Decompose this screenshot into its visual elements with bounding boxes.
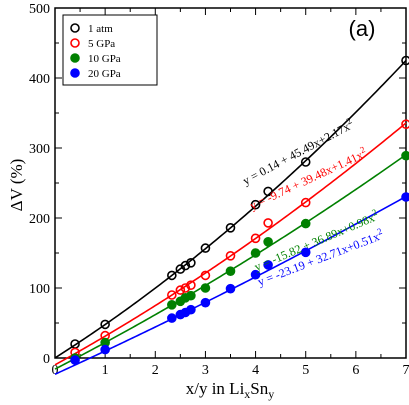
legend-marker [70,53,80,63]
legend-marker [70,68,80,78]
x-tick-label: 7 [403,363,409,378]
data-point [200,270,211,281]
y-axis-label: ΔV (%) [7,159,26,212]
x-axis-label: x/y in LixSny [186,379,275,401]
data-point [300,197,311,208]
data-point [186,280,196,291]
fit-equation-exponent: 2 [376,226,384,237]
data-point [263,237,273,247]
data-point [200,243,211,253]
data-point [250,248,261,258]
x-tick-label: 4 [252,363,259,378]
data-point [250,233,261,244]
legend-items: 1 atm 5 GPa 10 GPa 20 GPa [70,23,121,80]
x-tick-label: 5 [302,363,309,378]
fit-equation-exponent: 2 [370,207,378,218]
data-points [70,55,409,365]
data-point [401,55,409,66]
data-point [300,247,311,258]
data-point [250,269,261,280]
data-point [186,304,196,315]
fit-equation-exponent: 2 [358,144,366,155]
fit-curve [54,122,407,366]
data-point [100,344,110,355]
y-tick-label: 200 [29,212,50,227]
data-point [167,299,177,310]
data-point [401,150,409,161]
data-point [70,355,80,365]
x-tick-label: 0 [52,363,59,378]
axis-ticks: 0 1 2 3 4 5 6 7 0 100 200 300 400 500 [29,2,409,378]
fit-curve [54,154,407,370]
data-point [186,290,196,301]
legend-label: 5 GPa [88,38,115,50]
data-point [300,218,311,229]
data-point [263,218,273,228]
data-point [167,313,177,323]
panel-label: (a) [349,16,376,41]
data-point [200,283,211,293]
data-point [263,186,273,197]
data-point [167,270,177,281]
data-point [250,199,261,210]
legend-label: 10 GPa [88,53,121,65]
data-point [225,283,236,294]
x-axis-label-main: x/y in Li [186,379,245,398]
legend-label: 20 GPa [88,68,121,80]
x-axis-label-sub2: y [268,387,274,401]
legend-label: 1 atm [88,23,113,35]
x-tick-label: 3 [202,363,209,378]
data-point [300,157,311,167]
data-point [100,319,110,330]
data-point [225,251,236,261]
data-point [401,119,409,129]
data-point [401,192,409,202]
legend-marker [70,23,80,33]
x-axis-label-mid: Sn [250,379,268,398]
data-point [225,266,236,277]
x-tick-label: 6 [352,363,359,378]
data-point [180,260,191,271]
y-tick-label: 500 [29,2,50,17]
data-point [263,260,273,270]
data-point [186,257,196,268]
x-axis-label-sub1: x [244,387,250,401]
x-tick-label: 2 [152,363,159,378]
data-point [167,290,177,300]
data-point [200,297,211,308]
y-tick-label: 100 [29,282,50,297]
fit-equation-exponent: 2 [345,115,354,126]
fit-curve [54,60,407,359]
legend: 1 atm 5 GPa 10 GPa 20 GPa [62,14,158,86]
data-point [175,285,186,295]
y-tick-label: 400 [29,72,50,87]
x-tick-label: 1 [102,363,109,378]
y-tick-label: 0 [43,352,50,367]
legend-marker [70,38,80,48]
data-point [225,223,236,233]
y-tick-label: 300 [29,142,50,157]
data-point [180,283,191,293]
